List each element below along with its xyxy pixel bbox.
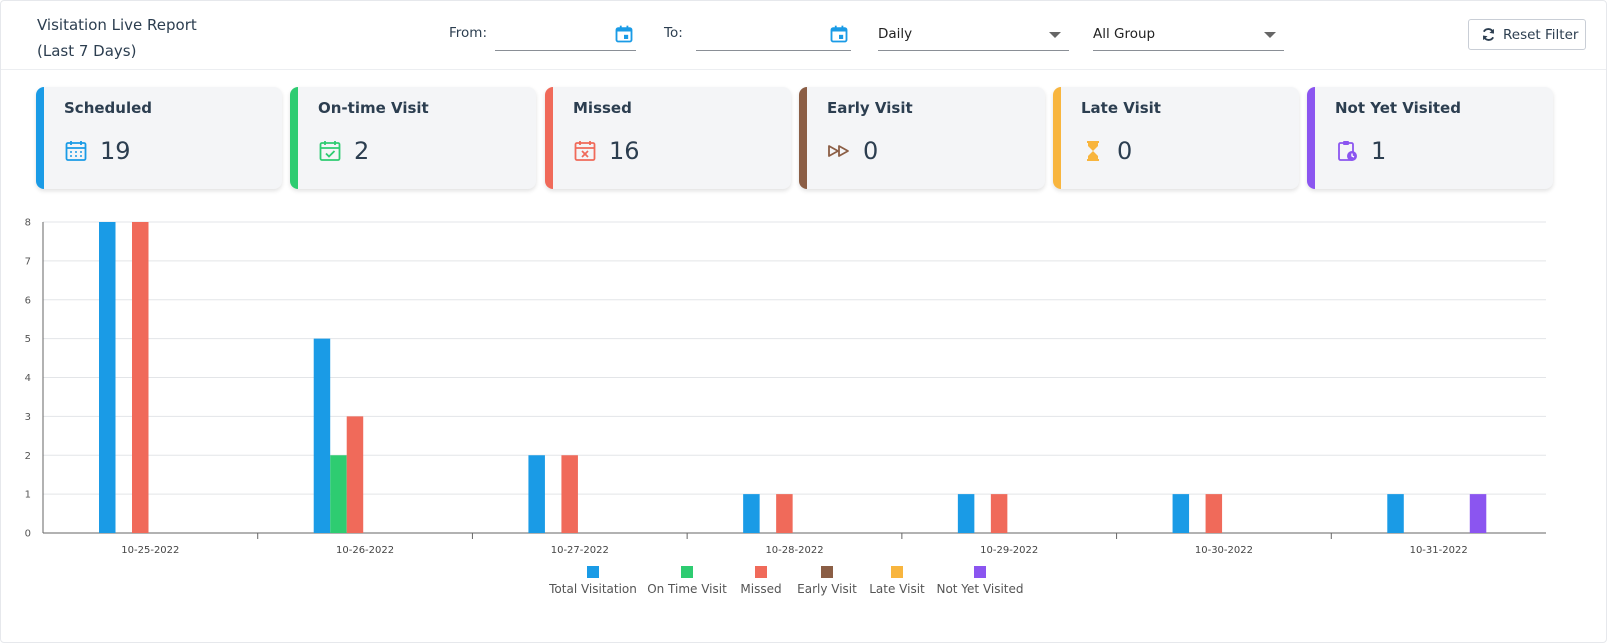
y-tick-label: 6 (25, 295, 31, 306)
card-accent (290, 87, 298, 189)
calendar-icon (65, 141, 87, 161)
card-accent (545, 87, 553, 189)
y-tick-label: 8 (25, 218, 31, 229)
x-tick-label: 10-28-2022 (765, 545, 823, 556)
card-value: 16 (609, 137, 640, 165)
visitation-chart: 0 1 2 3 4 5 6 7 8 10-25-2022 10-26-2022 10-27-2022 1… (1, 201, 1601, 625)
y-tick-label: 1 (25, 490, 31, 501)
bar-on-time-visit (330, 455, 347, 533)
card-value: 0 (863, 137, 879, 165)
card-value: 19 (100, 137, 131, 165)
bar-missed (132, 222, 149, 533)
bar-missed (776, 494, 793, 533)
calendar-icon[interactable] (614, 24, 634, 44)
group-select-value: All Group (1093, 26, 1156, 42)
clipboard-clock-icon (1338, 141, 1357, 161)
card-title: Missed (573, 99, 632, 117)
x-tick-label: 10-25-2022 (121, 545, 179, 556)
card-title: Not Yet Visited (1335, 99, 1461, 117)
legend-label: On Time Visit (647, 582, 727, 596)
card-value: 2 (354, 137, 370, 165)
bar-total-visitation (528, 455, 545, 533)
bar-total-visitation (743, 494, 760, 533)
x-tick-label: 10-26-2022 (336, 545, 394, 556)
to-label: To: (664, 25, 683, 41)
reset-filter-label: Reset Filter (1503, 27, 1579, 43)
fast-forward-icon (828, 145, 849, 157)
card-title: Scheduled (64, 99, 153, 117)
period-select[interactable]: Daily (878, 17, 1069, 51)
y-tick-label: 7 (25, 256, 31, 267)
legend-swatch (974, 566, 986, 578)
page-title: Visitation Live Report (Last 7 Days) (37, 12, 197, 64)
period-select-value: Daily (878, 26, 913, 42)
legend-label: Missed (740, 582, 781, 596)
card-accent (36, 87, 44, 189)
card-not-yet-visited: Not Yet Visited 1 (1307, 87, 1553, 189)
calendar-check-icon (319, 141, 341, 161)
bar-total-visitation (313, 338, 331, 533)
report-header: Visitation Live Report (Last 7 Days) Fro… (1, 1, 1606, 70)
y-tick-label: 3 (25, 412, 31, 423)
card-early-visit: Early Visit 0 (799, 87, 1045, 189)
legend-swatch (681, 566, 693, 578)
bar-missed (1205, 494, 1223, 533)
bar-missed (561, 455, 578, 533)
legend-label: Not Yet Visited (936, 582, 1023, 596)
card-value: 0 (1117, 137, 1133, 165)
card-accent (1307, 87, 1315, 189)
from-label: From: (449, 25, 487, 41)
bar-not-yet-visited (1469, 494, 1487, 533)
legend-swatch (821, 566, 833, 578)
legend-swatch (587, 566, 599, 578)
x-tick-label: 10-31-2022 (1410, 545, 1468, 556)
card-value: 1 (1371, 137, 1387, 165)
legend-label: Early Visit (797, 582, 857, 596)
card-missed: Missed 16 (545, 87, 791, 189)
y-tick-label: 4 (25, 373, 31, 384)
chevron-down-icon (1049, 32, 1061, 38)
bar-missed (990, 494, 1008, 533)
bar-chart: 0 1 2 3 4 5 6 7 8 10-25-2022 10-26-2022 10-27-2022 1… (25, 218, 1546, 596)
card-accent (799, 87, 807, 189)
legend-swatch (755, 566, 767, 578)
chevron-down-icon (1264, 32, 1276, 38)
title-line-2: (Last 7 Days) (37, 42, 137, 60)
card-late-visit: Late Visit 0 (1053, 87, 1299, 189)
legend-label: Total Visitation (548, 582, 637, 596)
from-date-field[interactable] (495, 17, 636, 51)
card-title: Late Visit (1081, 99, 1161, 117)
card-scheduled: Scheduled 19 (36, 87, 282, 189)
bar-total-visitation (1172, 494, 1190, 533)
y-tick-label: 5 (25, 334, 31, 345)
to-date-field[interactable] (696, 17, 851, 51)
card-title: On-time Visit (318, 99, 429, 117)
x-tick-label: 10-29-2022 (980, 545, 1038, 556)
hourglass-icon (1087, 141, 1099, 161)
bar-total-visitation (99, 222, 116, 533)
x-tick-label: 10-27-2022 (551, 545, 609, 556)
title-line-1: Visitation Live Report (37, 16, 197, 34)
bar-missed (346, 416, 364, 533)
refresh-icon (1482, 28, 1495, 41)
card-title: Early Visit (827, 99, 913, 117)
reset-filter-button[interactable]: Reset Filter (1468, 19, 1586, 50)
bar-total-visitation (1387, 494, 1404, 533)
bar-total-visitation (957, 494, 975, 533)
x-tick-label: 10-30-2022 (1195, 545, 1253, 556)
calendar-x-icon (574, 141, 596, 161)
y-tick-label: 0 (25, 529, 31, 540)
card-on-time-visit: On-time Visit 2 (290, 87, 536, 189)
legend-label: Late Visit (869, 582, 925, 596)
legend-swatch (891, 566, 903, 578)
y-tick-label: 2 (25, 451, 31, 462)
calendar-icon[interactable] (829, 24, 849, 44)
group-select[interactable]: All Group (1093, 17, 1284, 51)
card-accent (1053, 87, 1061, 189)
